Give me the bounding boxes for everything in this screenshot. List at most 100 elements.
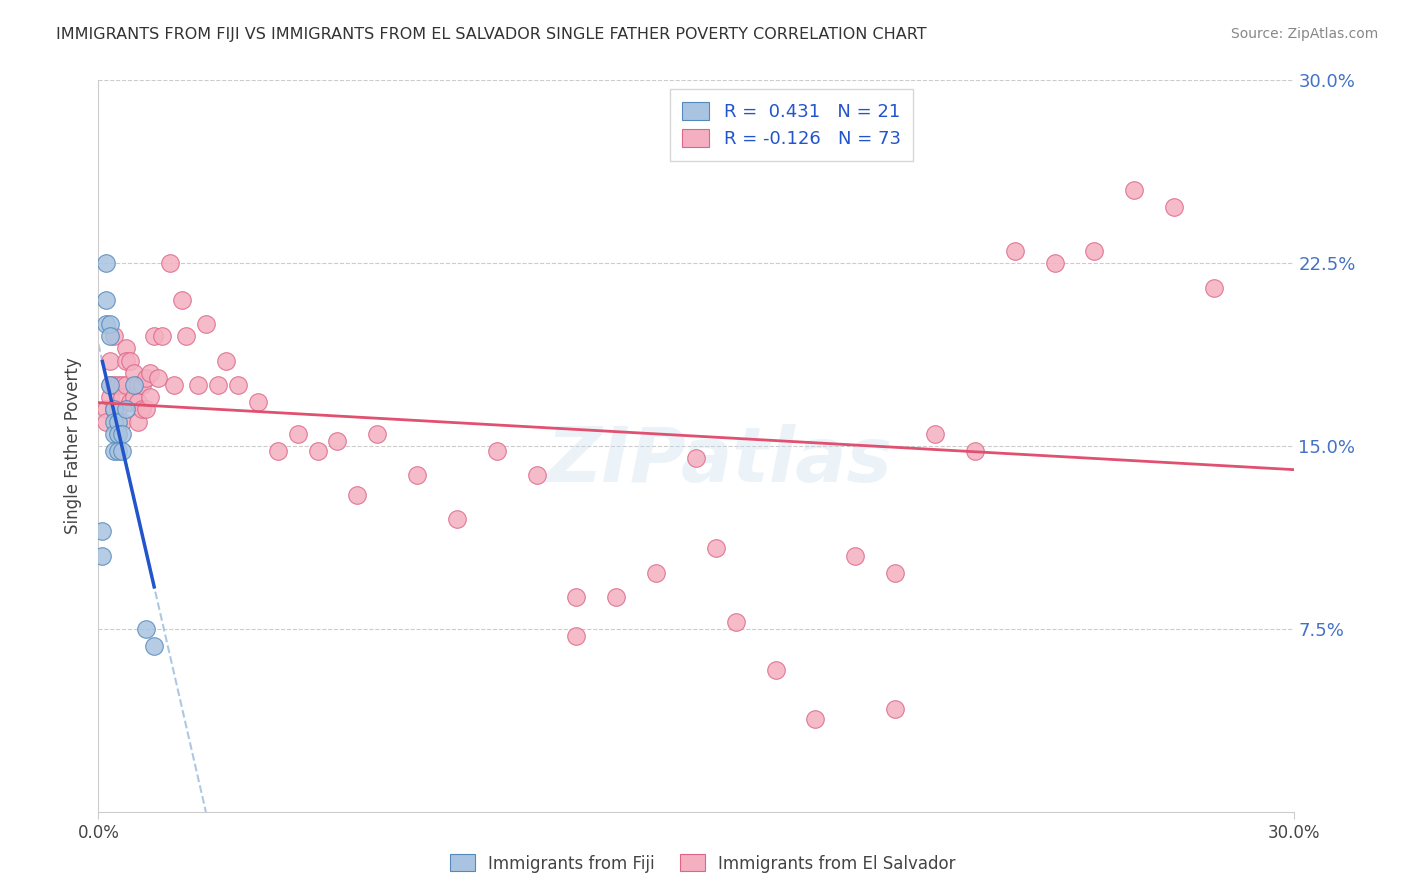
Point [127,395,149,409]
Legend: R =  0.431   N = 21, R = -0.126   N = 73: R = 0.431 N = 21, R = -0.126 N = 73 [669,89,914,161]
Point [96,402,118,417]
Point [96,293,118,307]
Point [1043,256,1066,270]
Point [111,443,134,458]
Point [884,566,907,580]
Point [172,293,194,307]
Point [148,370,170,384]
Point [98,378,122,392]
Text: ZIPatlas: ZIPatlas [547,424,893,498]
Point [366,426,388,441]
Point [485,443,508,458]
Point [526,468,548,483]
Point [103,378,125,392]
Point [406,468,429,483]
Point [685,451,707,466]
Point [135,370,157,384]
Point [645,566,668,580]
Point [1202,280,1225,294]
Point [103,443,125,458]
Point [765,663,787,677]
Y-axis label: Single Father Poverty: Single Father Poverty [65,358,83,534]
Point [111,415,134,429]
Point [115,342,138,356]
Point [131,378,153,392]
Point [307,443,329,458]
Point [115,378,138,392]
Point [91,524,114,539]
Point [139,390,162,404]
Point [115,402,138,417]
Point [804,712,827,726]
Point [884,702,907,716]
Point [98,317,122,331]
Point [246,395,269,409]
Point [107,378,129,392]
Point [124,378,146,392]
Point [103,426,125,441]
Point [326,434,349,449]
Point [174,329,197,343]
Legend: Immigrants from Fiji, Immigrants from El Salvador: Immigrants from Fiji, Immigrants from El… [443,847,963,880]
Point [115,353,138,368]
Point [1083,244,1105,258]
Point [346,488,368,502]
Point [98,329,122,343]
Point [120,395,142,409]
Point [120,353,142,368]
Point [98,390,122,404]
Point [924,426,946,441]
Point [91,549,114,563]
Point [98,353,122,368]
Point [207,378,229,392]
Point [844,549,866,563]
Point [111,378,134,392]
Point [195,317,218,331]
Point [267,443,290,458]
Point [103,402,125,417]
Point [107,426,129,441]
Point [127,415,149,429]
Text: IMMIGRANTS FROM FIJI VS IMMIGRANTS FROM EL SALVADOR SINGLE FATHER POVERTY CORREL: IMMIGRANTS FROM FIJI VS IMMIGRANTS FROM … [56,27,927,42]
Point [111,426,134,441]
Point [187,378,209,392]
Point [96,317,118,331]
Point [103,415,125,429]
Point [226,378,249,392]
Point [98,378,122,392]
Point [96,415,118,429]
Point [963,443,986,458]
Point [107,426,129,441]
Point [724,615,747,629]
Point [127,378,149,392]
Point [704,541,727,556]
Point [159,256,181,270]
Point [605,590,627,604]
Point [103,329,125,343]
Point [107,402,129,417]
Text: Source: ZipAtlas.com: Source: ZipAtlas.com [1230,27,1378,41]
Point [107,443,129,458]
Point [215,353,238,368]
Point [163,378,186,392]
Point [150,329,173,343]
Point [1163,200,1185,214]
Point [143,639,166,653]
Point [131,402,153,417]
Point [565,629,588,643]
Point [107,415,129,429]
Point [446,512,468,526]
Point [103,402,125,417]
Point [287,426,309,441]
Point [111,390,134,404]
Point [135,402,157,417]
Point [107,415,129,429]
Point [96,256,118,270]
Point [1123,183,1146,197]
Point [565,590,588,604]
Point [139,366,162,380]
Point [1004,244,1026,258]
Point [135,622,157,636]
Point [143,329,166,343]
Point [124,390,146,404]
